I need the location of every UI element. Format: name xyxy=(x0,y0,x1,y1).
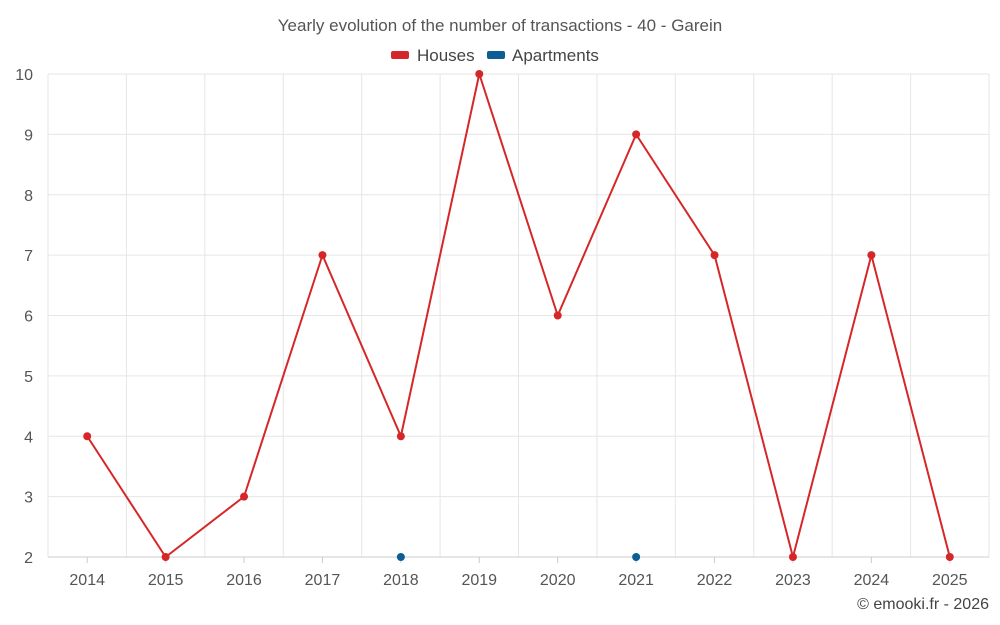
legend-swatch-apartments xyxy=(487,51,505,59)
legend-item-apartments[interactable]: Apartments xyxy=(487,46,599,65)
x-axis: 2014 2015 2016 2017 2018 2019 2020 2021 2022 2023… xyxy=(48,556,989,589)
x-tick-label: 2022 xyxy=(697,572,733,589)
data-point-houses[interactable] xyxy=(710,251,719,260)
y-tick-label: 5 xyxy=(24,369,33,386)
data-point-houses[interactable] xyxy=(83,432,92,441)
x-tick-label: 2021 xyxy=(618,572,654,589)
x-tick-label: 2018 xyxy=(383,572,419,589)
data-point-houses[interactable] xyxy=(318,251,327,260)
series-line-houses xyxy=(86,73,951,558)
data-point-houses[interactable] xyxy=(788,553,797,561)
x-tick-label: 2024 xyxy=(854,572,890,589)
legend-swatch-houses xyxy=(391,51,409,59)
legend-item-houses[interactable]: Houses xyxy=(391,46,475,65)
x-tick-label: 2020 xyxy=(540,572,576,589)
series-apartments xyxy=(396,553,641,561)
legend-label-houses: Houses xyxy=(417,46,475,65)
y-tick-label: 2 xyxy=(24,550,33,567)
data-point-houses[interactable] xyxy=(475,70,484,78)
x-tick-label: 2017 xyxy=(305,572,341,589)
data-point-apartments[interactable] xyxy=(632,553,641,561)
data-point-apartments[interactable] xyxy=(396,553,405,561)
legend: Houses Apartments xyxy=(391,46,599,65)
y-tick-label: 3 xyxy=(24,490,33,507)
x-tick-label: 2015 xyxy=(148,572,184,589)
y-tick-label: 9 xyxy=(24,127,33,144)
x-tick-label: 2016 xyxy=(226,572,262,589)
series-layer xyxy=(83,70,954,561)
x-tick-label: 2014 xyxy=(69,572,105,589)
grid xyxy=(47,73,990,558)
data-point-houses[interactable] xyxy=(632,130,641,139)
y-tick-label: 8 xyxy=(24,188,33,205)
data-point-houses[interactable] xyxy=(161,553,170,561)
data-point-houses[interactable] xyxy=(553,311,562,320)
y-tick-label: 4 xyxy=(24,429,33,446)
y-tick-label: 6 xyxy=(24,309,33,326)
x-tick-label: 2025 xyxy=(932,572,968,589)
chart-title: Yearly evolution of the number of transa… xyxy=(278,16,722,35)
credit-text: © emooki.fr - 2026 xyxy=(857,596,989,613)
y-tick-label: 10 xyxy=(15,67,33,84)
x-tick-label: 2023 xyxy=(775,572,811,589)
x-tick-label: 2019 xyxy=(461,572,497,589)
legend-label-apartments: Apartments xyxy=(512,46,599,65)
data-point-houses[interactable] xyxy=(240,492,249,501)
data-point-houses[interactable] xyxy=(945,553,954,561)
y-tick-label: 7 xyxy=(24,248,33,265)
data-point-houses[interactable] xyxy=(867,251,876,260)
series-houses xyxy=(83,70,954,561)
data-point-houses[interactable] xyxy=(396,432,405,441)
y-axis: 2 3 4 5 6 7 8 9 10 xyxy=(15,67,33,567)
